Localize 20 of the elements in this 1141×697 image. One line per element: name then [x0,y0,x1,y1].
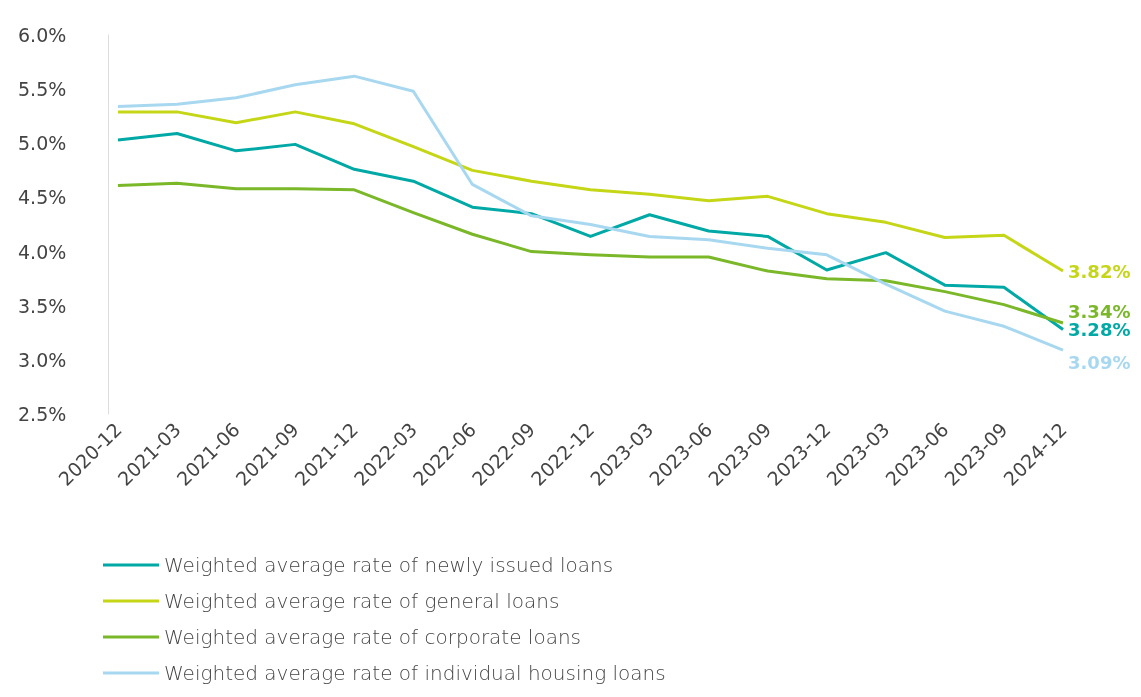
legend-label: Weighted average rate of corporate loans [164,625,582,649]
legend-label: Weighted average rate of individual housing loans [164,661,666,685]
line-series [116,181,1065,325]
y-tick-label: 4.5% [18,186,67,209]
data-label: 3.28% [1068,319,1131,341]
y-tick-label: 5.5% [18,78,67,101]
line-series [116,74,1065,352]
y-tick-label: 5.0% [18,132,67,155]
y-tick-label: 3.5% [18,294,67,317]
line-series [116,132,1065,332]
line-series [116,110,1065,273]
data-label: 3.34% [1068,300,1131,322]
y-tick-label: 2.5% [18,403,67,425]
y-tick-label: 6.0% [18,24,67,46]
data-label: 3.82% [1068,260,1131,282]
legend-label: Weighted average rate of newly issued loans [164,553,614,577]
y-tick-label: 4.0% [18,240,67,263]
legend-label: Weighted average rate of general loans [164,589,560,613]
y-tick-label: 3.0% [18,348,67,371]
data-label: 3.09% [1068,351,1131,373]
